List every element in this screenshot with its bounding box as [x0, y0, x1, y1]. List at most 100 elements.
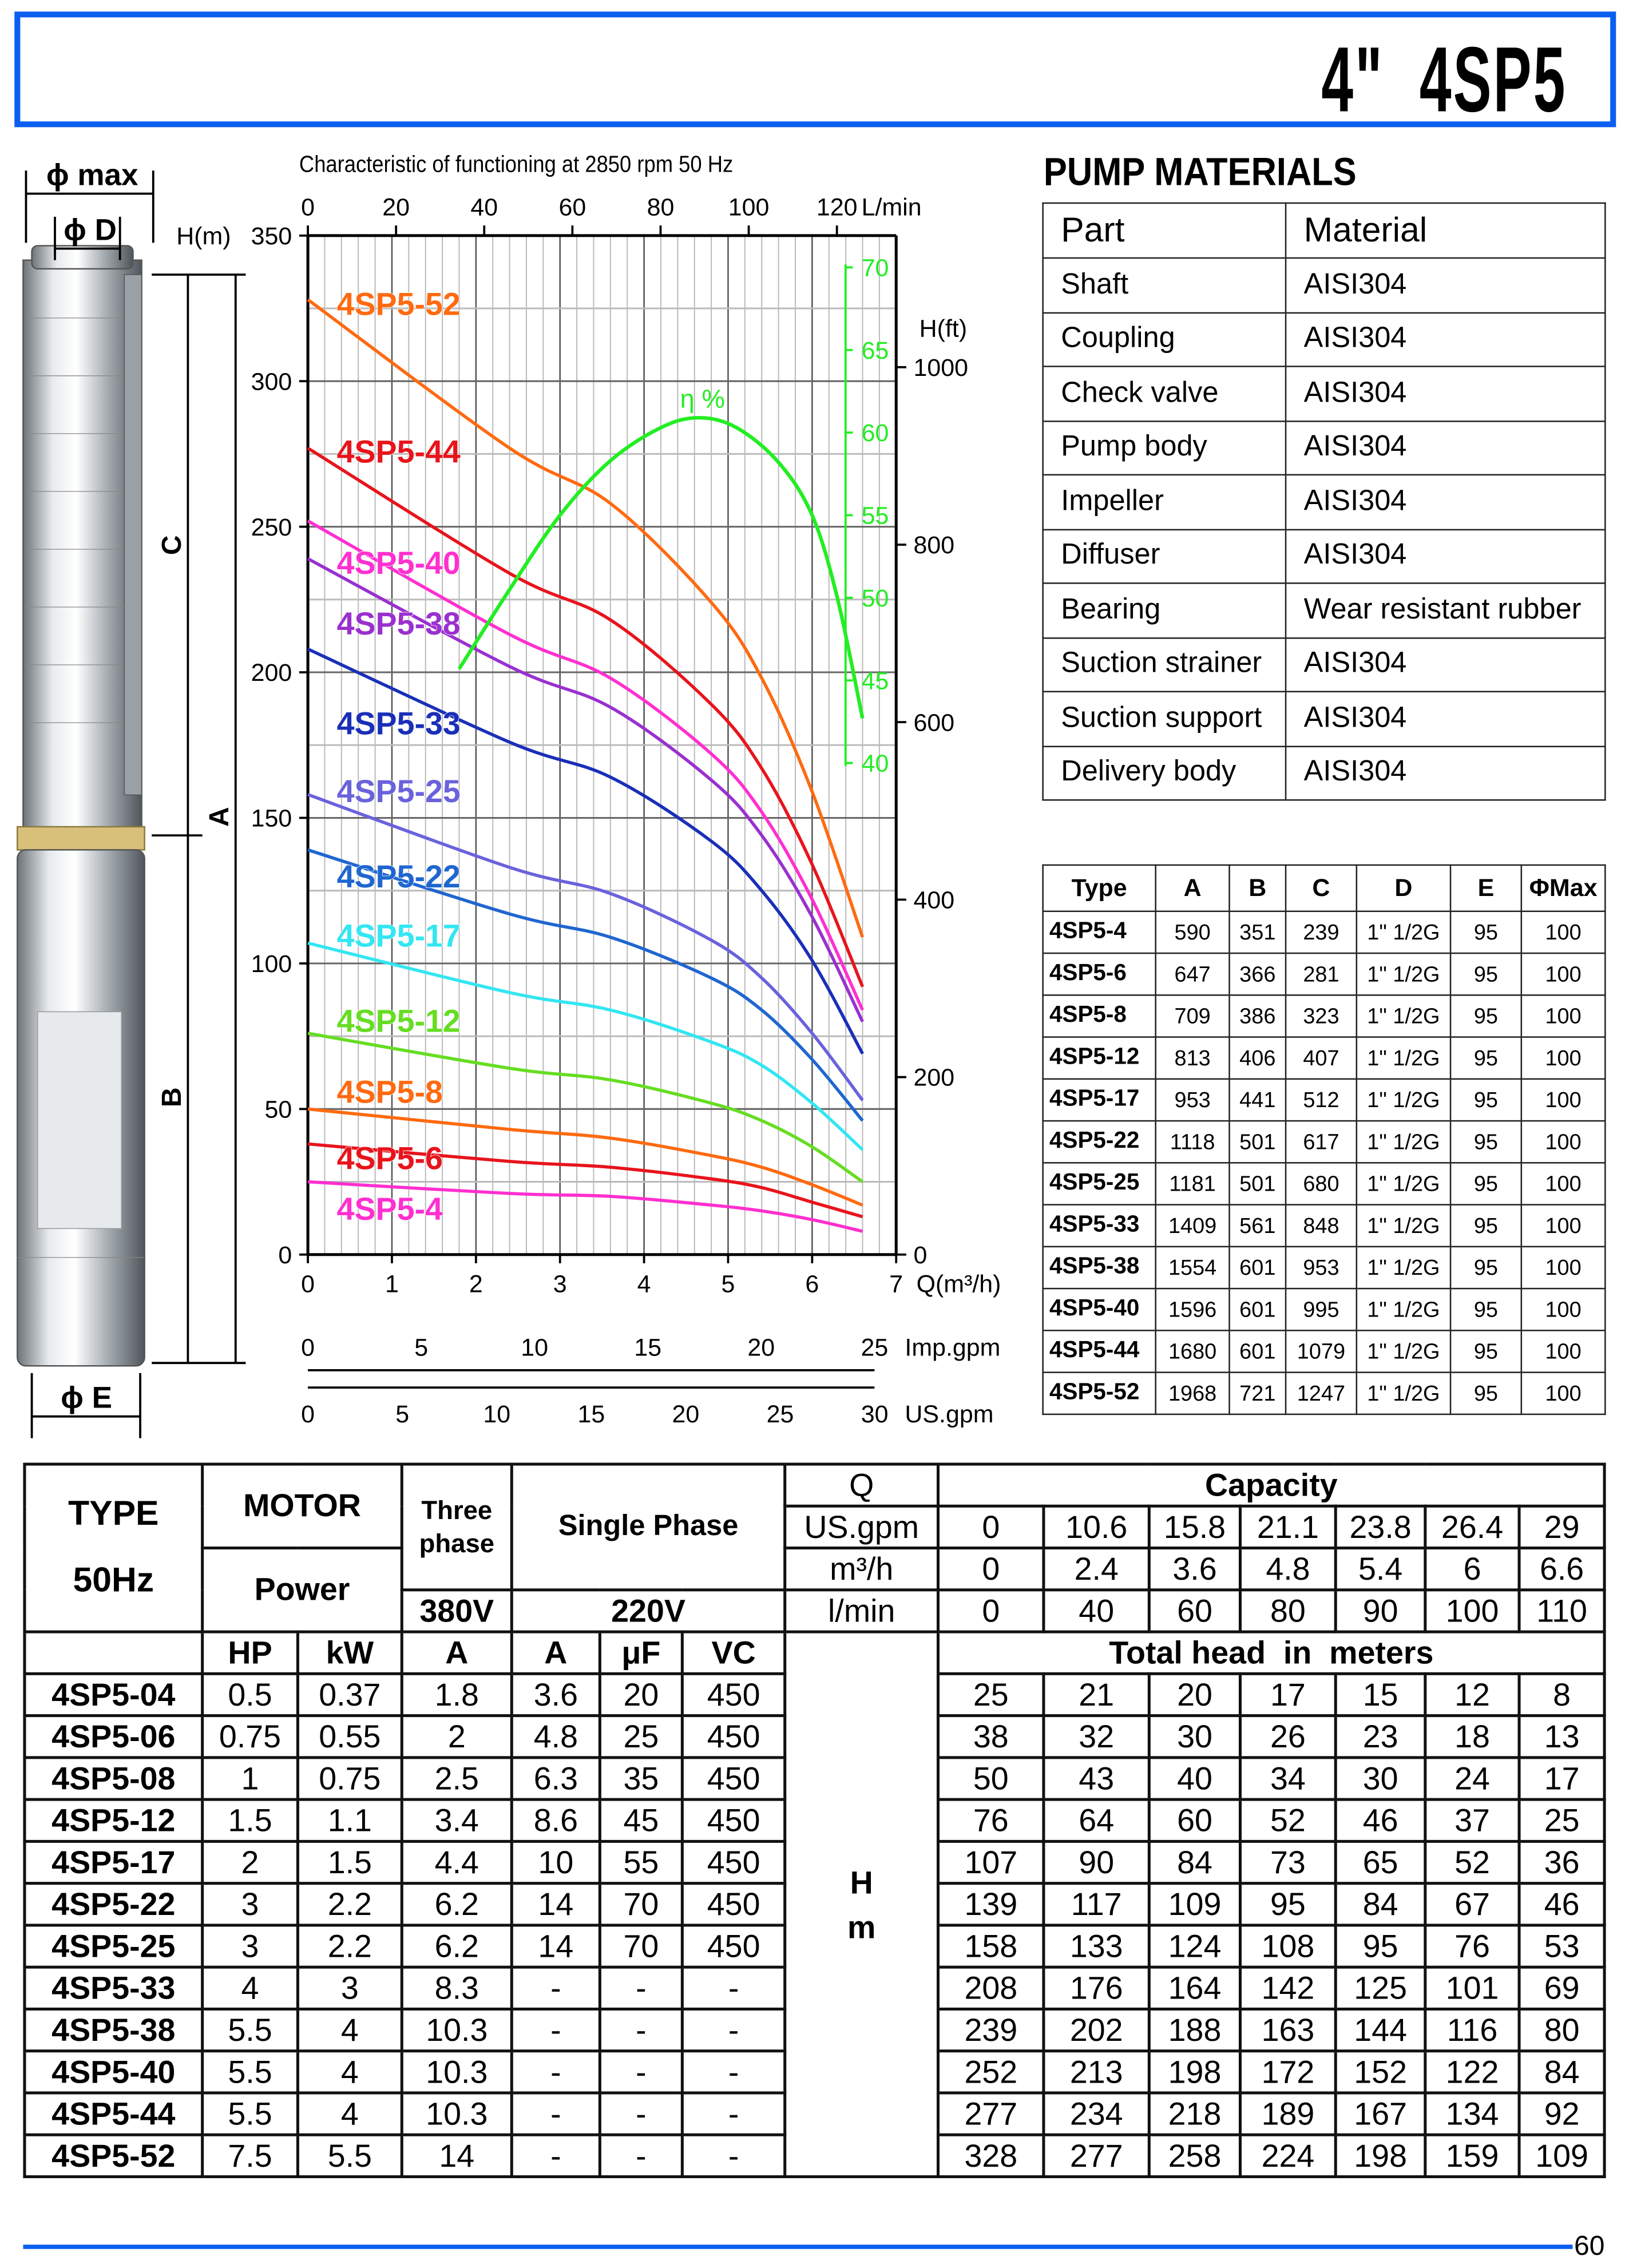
us-gpm-tick-label: 20 — [672, 1401, 700, 1428]
head-cell: 12 — [1424, 1672, 1521, 1718]
amp-220-cell: 14 — [510, 1882, 601, 1927]
vc-cell: 450 — [680, 1714, 787, 1759]
materials-header-row: Part Material — [1042, 202, 1606, 259]
dimension-cell: 1" 1/2G — [1355, 1371, 1452, 1415]
part-header: Part — [1042, 202, 1287, 259]
unit-subheader: A — [510, 1630, 601, 1675]
dimensions-row: 4SP5-40 1596 601 995 1" 1/2G 95 100 — [1042, 1287, 1606, 1331]
dimension-cell: 239 — [1285, 910, 1358, 954]
head-cell: 73 — [1239, 1839, 1337, 1885]
pump-body — [17, 245, 145, 1367]
amp-380-cell: 10.3 — [400, 2007, 513, 2053]
type-cell: 4SP5-38 — [1042, 1246, 1156, 1290]
capacitor-cell: 55 — [598, 1839, 684, 1885]
flow-value: 2.4 — [1042, 1547, 1151, 1592]
flow-value: 10.6 — [1042, 1504, 1151, 1550]
amp-380-cell: 6.2 — [400, 1882, 513, 1927]
material-cell: AISI304 — [1285, 311, 1606, 367]
materials-row: Coupling AISI304 — [1042, 311, 1606, 367]
performance-row: 4SP5-25 3 2.2 6.2 14 70 450 158 133 124 108 95 76 53 — [23, 1924, 1606, 1969]
top-tick-label: 60 — [558, 193, 586, 221]
kw-cell: 0.75 — [296, 1756, 403, 1801]
dimension-header: D — [1355, 864, 1452, 913]
curve-4sp5-6 — [307, 1142, 863, 1219]
head-cell: 224 — [1239, 2133, 1337, 2178]
head-cell: 158 — [937, 1924, 1045, 1969]
x-tick-label: 7 — [889, 1270, 903, 1298]
material-cell: AISI304 — [1285, 419, 1606, 476]
materials-title: PUMP MATERIALS — [1043, 150, 1357, 194]
hp-cell: 1.5 — [201, 1798, 299, 1843]
dimension-cell: 601 — [1228, 1246, 1287, 1290]
kw-cell: 4 — [296, 2049, 403, 2095]
dimension-cell: 1" 1/2G — [1355, 1330, 1452, 1373]
kw-cell: 1.1 — [296, 1798, 403, 1843]
right-tick-label: 400 — [914, 887, 955, 914]
series-label: 4SP5-8 — [337, 1074, 443, 1109]
us-gpm-tick-label: 5 — [395, 1401, 409, 1428]
dimension-cell: 512 — [1285, 1078, 1358, 1122]
dimension-cell: 95 — [1449, 952, 1523, 996]
amp-220-cell: 8.6 — [510, 1798, 601, 1843]
hp-cell: 3 — [201, 1882, 299, 1927]
dimensions-row: 4SP5-33 1409 561 848 1" 1/2G 95 100 — [1042, 1204, 1606, 1248]
head-cell: 64 — [1042, 1798, 1151, 1843]
dimension-cell: 1247 — [1285, 1371, 1358, 1415]
flow-value: 0 — [937, 1504, 1045, 1550]
head-cell: 24 — [1424, 1756, 1521, 1801]
amp-380-cell: 10.3 — [400, 2049, 513, 2095]
part-cell: Impeller — [1042, 474, 1287, 530]
type-cell: 4SP5-17 — [23, 1839, 204, 1885]
flow-value: 80 — [1239, 1588, 1337, 1633]
curve-4sp5-38 — [307, 557, 864, 1022]
performance-row: 4SP5-12 1.5 1.1 3.4 8.6 45 450 76 64 60 52 46 37 25 — [23, 1798, 1606, 1843]
head-cell: 142 — [1239, 1965, 1337, 2011]
capacitor-cell: - — [598, 2133, 684, 2178]
dimension-cell: 561 — [1228, 1204, 1287, 1248]
dimensions-row: 4SP5-22 1118 501 617 1" 1/2G 95 100 — [1042, 1120, 1606, 1164]
flow-value: 6 — [1424, 1547, 1521, 1592]
series-label: 4SP5-44 — [337, 434, 461, 469]
kw-cell: 2.2 — [296, 1924, 403, 1969]
materials-row: Pump body AISI304 — [1042, 419, 1606, 476]
head-cell: 159 — [1424, 2133, 1521, 2178]
right-axis-label: H(ft) — [919, 315, 967, 343]
curve-4sp5-4 — [307, 1180, 863, 1233]
part-cell: Suction strainer — [1042, 636, 1287, 693]
flow-value: 3.6 — [1147, 1547, 1242, 1592]
us-gpm-tick-label: 10 — [483, 1401, 510, 1428]
dimension-cell: 100 — [1520, 1287, 1606, 1331]
head-cell: 8 — [1517, 1672, 1606, 1718]
vc-cell: 450 — [680, 1798, 787, 1843]
unit-m3h: m³/h — [783, 1547, 940, 1592]
us-gpm-label: US.gpm — [905, 1401, 993, 1428]
type-cell: 4SP5-52 — [1042, 1371, 1156, 1415]
series-label: 4SP5-17 — [337, 918, 461, 954]
dimension-cell: 95 — [1449, 1330, 1523, 1373]
amp-380-cell: 10.3 — [400, 2091, 513, 2136]
head-cell: 30 — [1334, 1756, 1427, 1801]
dimension-cell: 95 — [1449, 1162, 1523, 1206]
performance-row: 4SP5-38 5.5 4 10.3- - -239 202 188 163 144 116 80 — [23, 2007, 1606, 2053]
amp-220-cell: 4.8 — [510, 1714, 601, 1759]
right-tick-label: 200 — [914, 1064, 955, 1092]
flow-value: 110 — [1517, 1588, 1606, 1633]
series-label: 4SP5-25 — [337, 774, 461, 809]
type-header: TYPE 50Hz — [23, 1462, 204, 1633]
material-cell: AISI304 — [1285, 366, 1606, 422]
head-cell: 46 — [1334, 1798, 1427, 1843]
head-cell: 21 — [1042, 1672, 1151, 1718]
x-axis-label: Q(m³/h) — [917, 1270, 1001, 1298]
head-cell: 38 — [937, 1714, 1045, 1759]
dimension-cell: 386 — [1228, 994, 1287, 1038]
imp-gpm-tick-label: 25 — [861, 1334, 888, 1362]
curve-4sp5-8 — [307, 1107, 863, 1207]
dimension-cell: 95 — [1449, 1078, 1523, 1122]
dimensions-table: Type A B C D E ΦMax 4SP5-4 590 351 239 1" 1/2G 95 100… — [1042, 864, 1606, 1415]
curve-4sp5-52 — [307, 298, 865, 938]
us-gpm-tick-label: 0 — [301, 1401, 315, 1428]
head-cell: 52 — [1424, 1839, 1521, 1885]
total-head-header: Total head in meters — [937, 1630, 1606, 1675]
curve-4sp5-22 — [307, 848, 864, 1122]
